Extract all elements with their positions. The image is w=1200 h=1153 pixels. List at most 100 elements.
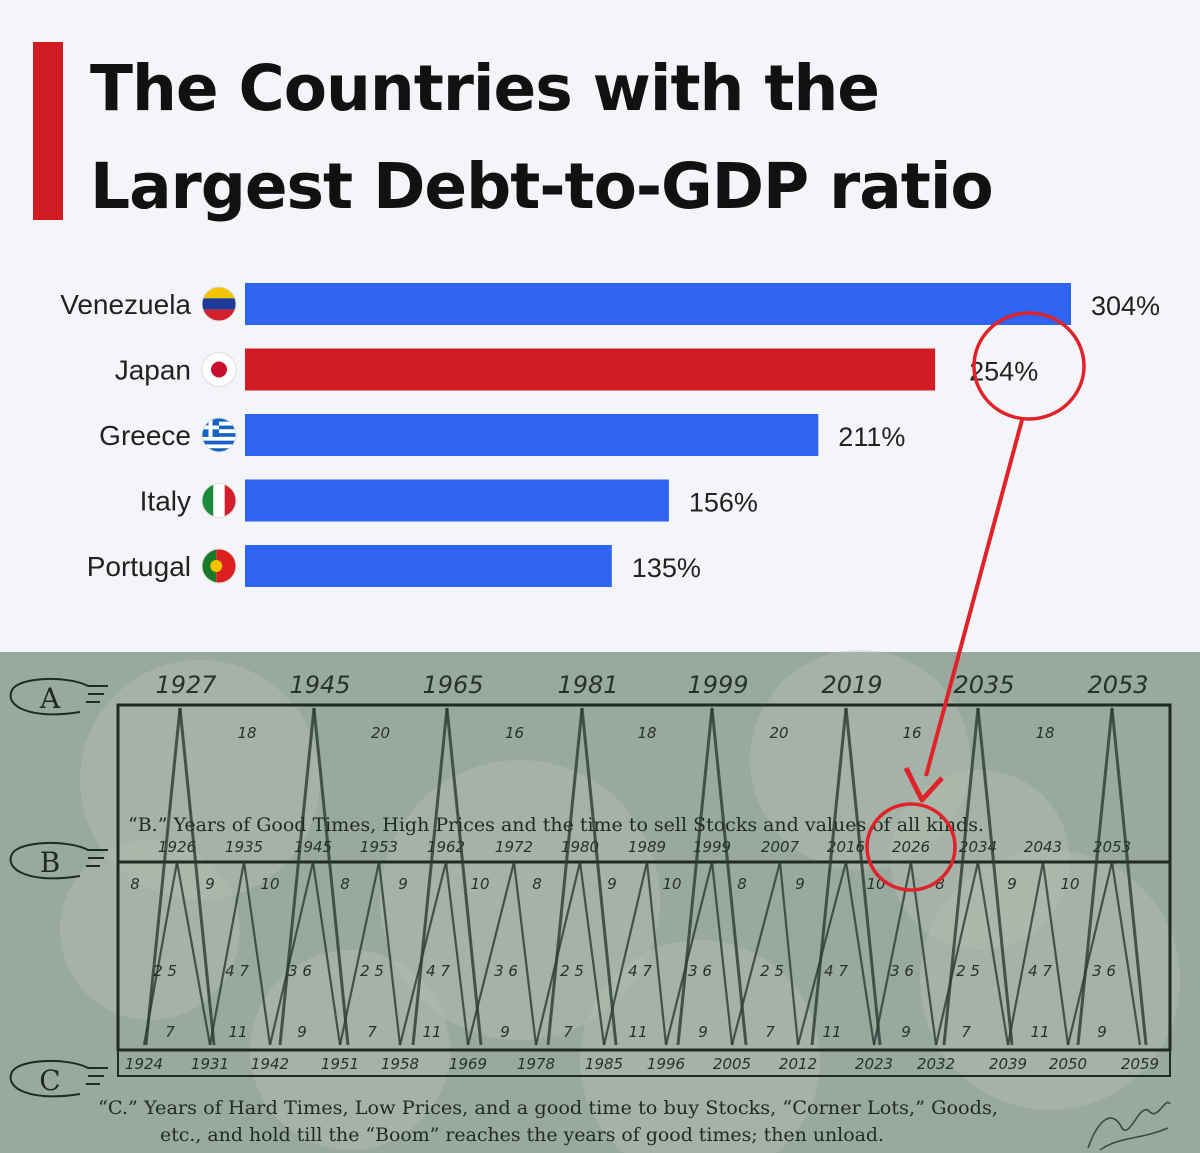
c-year-label: 1951 bbox=[321, 1055, 359, 1073]
mid-number-label: 4 7 bbox=[824, 962, 848, 980]
upper-interval-label: 10 bbox=[662, 875, 681, 893]
category-label: Japan bbox=[115, 355, 191, 386]
a-year-label: 2019 bbox=[821, 671, 882, 699]
upper-interval-label: 8 bbox=[935, 875, 945, 893]
cycle-line bbox=[268, 861, 315, 1046]
pointing-hand-icon bbox=[9, 842, 108, 880]
mid-number-label: 3 6 bbox=[288, 962, 312, 980]
cycle-line bbox=[338, 861, 381, 1046]
bar-greece bbox=[245, 414, 819, 456]
cycle-line bbox=[1076, 707, 1114, 1046]
category-label: Venezuela bbox=[60, 289, 191, 320]
upper-interval-label: 8 bbox=[340, 875, 350, 893]
signature-image bbox=[1087, 1101, 1171, 1151]
mid-number-label: 3 6 bbox=[1092, 962, 1116, 980]
bar-venezuela bbox=[245, 283, 1071, 325]
cycle-line bbox=[710, 707, 748, 1046]
upper-interval-label: 8 bbox=[130, 875, 140, 893]
stripe bbox=[202, 483, 214, 518]
hand-outline bbox=[9, 842, 108, 880]
flag-border bbox=[201, 352, 237, 387]
c-year-label: 2050 bbox=[1049, 1055, 1087, 1073]
flag-border bbox=[201, 483, 237, 518]
upper-interval-label: 10 bbox=[470, 875, 489, 893]
c-caption-line-2: etc., and hold till the “Boom” reaches t… bbox=[160, 1124, 884, 1146]
a-year-label: 1981 bbox=[557, 671, 618, 699]
flag-border bbox=[201, 548, 237, 584]
mid-number-label: 2 5 bbox=[360, 962, 384, 980]
cycle-line bbox=[976, 707, 1014, 1046]
a-year-label: 1927 bbox=[155, 671, 217, 699]
a-interval-label: 20 bbox=[769, 724, 788, 742]
b-caption: “B.” Years of Good Times, High Prices an… bbox=[128, 814, 984, 836]
b-year-label: 1935 bbox=[225, 838, 263, 856]
row-marker-b: B bbox=[40, 846, 61, 879]
low-interval-label: 7 bbox=[367, 1023, 377, 1041]
stripe bbox=[202, 298, 236, 310]
a-interval-label: 16 bbox=[505, 724, 524, 742]
b-year-label: 2053 bbox=[1093, 838, 1131, 856]
cycle-line bbox=[242, 861, 272, 1046]
row-marker-a: A bbox=[39, 682, 61, 715]
bar-chart-panel bbox=[0, 0, 1200, 652]
flag-border bbox=[201, 417, 237, 453]
cycle-line bbox=[175, 861, 212, 1046]
cycle-line bbox=[1041, 861, 1070, 1046]
paper-texture bbox=[580, 940, 820, 1153]
mid-number-label: 4 7 bbox=[628, 962, 652, 980]
upper-interval-label: 8 bbox=[532, 875, 542, 893]
flag-border bbox=[201, 286, 237, 322]
cycle-line bbox=[1006, 861, 1045, 1046]
annotation-arrow-head bbox=[903, 766, 944, 803]
pointing-hand-icon bbox=[9, 678, 108, 716]
hand-outline bbox=[9, 1060, 108, 1098]
mid-number-label: 4 7 bbox=[426, 962, 450, 980]
value-label: 135% bbox=[632, 553, 701, 583]
cycle-line bbox=[580, 707, 618, 1046]
value-label: 156% bbox=[689, 488, 758, 518]
c-year-label: 2012 bbox=[779, 1055, 817, 1073]
category-label: Greece bbox=[99, 420, 191, 451]
a-year-label: 2053 bbox=[1087, 671, 1148, 699]
stripe bbox=[213, 483, 225, 518]
mid-number-label: 3 6 bbox=[494, 962, 518, 980]
low-interval-label: 9 bbox=[698, 1023, 708, 1041]
upper-interval-label: 9 bbox=[795, 875, 805, 893]
highlight-circle-2026 bbox=[865, 802, 957, 892]
bar-portugal bbox=[245, 545, 612, 587]
c-year-label: 2005 bbox=[713, 1055, 751, 1073]
b-year-label: 2026 bbox=[892, 838, 930, 856]
cycle-line bbox=[144, 707, 182, 1046]
cycle-line bbox=[312, 707, 350, 1046]
cycle-line bbox=[942, 707, 980, 1046]
cycle-line bbox=[377, 861, 402, 1046]
mid-number-label: 4 7 bbox=[225, 962, 249, 980]
flag-body bbox=[202, 287, 236, 321]
c-year-label: 1958 bbox=[381, 1055, 419, 1073]
cycle-line bbox=[445, 707, 483, 1046]
b-year-label: 1999 bbox=[693, 838, 731, 856]
c-year-label: 1969 bbox=[449, 1055, 487, 1073]
cycle-line bbox=[578, 861, 606, 1046]
c-year-label: 2059 bbox=[1121, 1055, 1159, 1073]
cycle-line bbox=[178, 707, 216, 1046]
low-interval-label: 7 bbox=[961, 1023, 971, 1041]
mid-number-label: 4 7 bbox=[1028, 962, 1052, 980]
b-year-label: 1980 bbox=[561, 838, 599, 856]
venezuela-flag-icon bbox=[201, 286, 237, 322]
b-year-label: 1945 bbox=[294, 838, 332, 856]
b-year-label: 1989 bbox=[628, 838, 666, 856]
c-year-label: 2039 bbox=[989, 1055, 1027, 1073]
value-label: 304% bbox=[1091, 291, 1160, 321]
upper-interval-label: 9 bbox=[205, 875, 215, 893]
sun bbox=[211, 361, 227, 378]
category-label: Portugal bbox=[87, 551, 191, 582]
cycle-line bbox=[676, 707, 714, 1046]
chart-title-line-1: The Countries with the bbox=[90, 52, 880, 125]
c-year-label: 2023 bbox=[855, 1055, 893, 1073]
cycle-line bbox=[645, 861, 668, 1046]
cycle-line bbox=[208, 861, 246, 1046]
low-interval-label: 7 bbox=[765, 1023, 775, 1041]
b-year-label: 2007 bbox=[761, 838, 800, 856]
value-label: 254% bbox=[969, 357, 1038, 387]
